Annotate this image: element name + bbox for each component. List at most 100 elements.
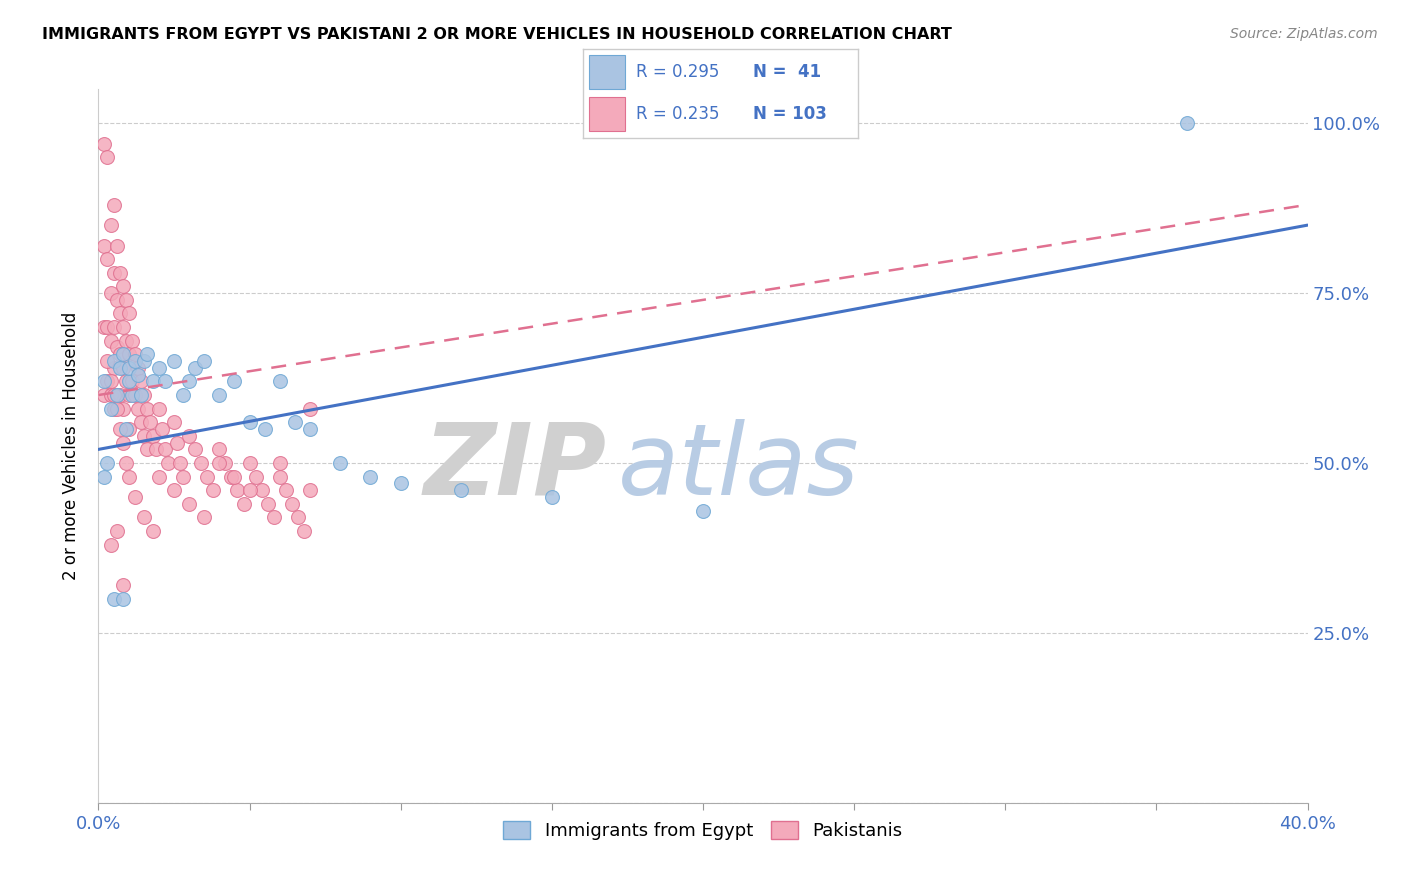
Point — [124, 354, 146, 368]
Text: atlas: atlas — [619, 419, 860, 516]
Point — [239, 483, 262, 498]
Point — [100, 334, 122, 348]
FancyBboxPatch shape — [589, 97, 624, 131]
Point — [108, 347, 131, 361]
Point — [114, 334, 136, 348]
Point — [111, 320, 134, 334]
Point — [208, 442, 231, 457]
Text: ZIP: ZIP — [423, 419, 606, 516]
FancyBboxPatch shape — [589, 55, 624, 89]
Point — [208, 388, 231, 402]
Legend: Immigrants from Egypt, Pakistanis: Immigrants from Egypt, Pakistanis — [496, 814, 910, 847]
Point — [121, 334, 143, 348]
Text: N = 103: N = 103 — [754, 105, 827, 123]
Point — [163, 415, 186, 429]
Point — [135, 442, 157, 457]
Point — [111, 578, 134, 592]
Y-axis label: 2 or more Vehicles in Household: 2 or more Vehicles in Household — [62, 312, 80, 580]
Point — [132, 354, 155, 368]
Point — [190, 456, 212, 470]
Text: R = 0.235: R = 0.235 — [636, 105, 718, 123]
Point — [114, 375, 136, 389]
Point — [118, 306, 141, 320]
Point — [124, 388, 146, 402]
Point — [169, 456, 191, 470]
Point — [96, 252, 118, 266]
Point — [179, 429, 201, 443]
Point — [256, 497, 278, 511]
Point — [114, 422, 136, 436]
Point — [142, 429, 165, 443]
Point — [148, 401, 170, 416]
Point — [105, 401, 128, 416]
Point — [103, 388, 125, 402]
Point — [108, 306, 131, 320]
Point — [105, 293, 128, 307]
Point — [124, 490, 146, 504]
Point — [172, 388, 194, 402]
Point — [132, 429, 155, 443]
Point — [1175, 116, 1198, 130]
Point — [193, 510, 215, 524]
Point — [108, 388, 131, 402]
Point — [202, 483, 225, 498]
Point — [93, 375, 115, 389]
Point — [299, 401, 322, 416]
Point — [184, 360, 207, 375]
Point — [100, 401, 122, 416]
Point — [132, 388, 155, 402]
Point — [127, 401, 149, 416]
Point — [105, 388, 128, 402]
Point — [224, 469, 246, 483]
Point — [214, 456, 236, 470]
Point — [195, 469, 218, 483]
Point — [540, 490, 562, 504]
Point — [239, 456, 262, 470]
Point — [103, 591, 125, 606]
Point — [93, 388, 115, 402]
Point — [156, 456, 179, 470]
Point — [111, 591, 134, 606]
Point — [166, 435, 188, 450]
Point — [150, 422, 173, 436]
Point — [96, 375, 118, 389]
Point — [96, 354, 118, 368]
Point — [93, 238, 115, 252]
Point — [100, 375, 122, 389]
Point — [142, 524, 165, 538]
Point — [118, 347, 141, 361]
Point — [129, 388, 152, 402]
Point — [245, 469, 267, 483]
Point — [111, 360, 134, 375]
Text: Source: ZipAtlas.com: Source: ZipAtlas.com — [1230, 27, 1378, 41]
Point — [121, 375, 143, 389]
Point — [239, 415, 262, 429]
Point — [100, 537, 122, 551]
Point — [193, 354, 215, 368]
Point — [111, 435, 134, 450]
Text: R = 0.295: R = 0.295 — [636, 63, 718, 81]
Point — [100, 218, 122, 232]
Point — [269, 375, 291, 389]
Point — [108, 266, 131, 280]
Point — [179, 497, 201, 511]
Point — [96, 150, 118, 164]
Point — [93, 136, 115, 151]
Point — [145, 442, 167, 457]
Point — [118, 388, 141, 402]
Point — [132, 510, 155, 524]
Text: N =  41: N = 41 — [754, 63, 821, 81]
Point — [284, 415, 307, 429]
Point — [250, 483, 273, 498]
Point — [111, 401, 134, 416]
Point — [103, 401, 125, 416]
Point — [118, 360, 141, 375]
Point — [139, 415, 162, 429]
Point — [127, 368, 149, 382]
Point — [269, 456, 291, 470]
Point — [253, 422, 276, 436]
Point — [269, 469, 291, 483]
Point — [232, 497, 254, 511]
Point — [118, 375, 141, 389]
Point — [103, 198, 125, 212]
